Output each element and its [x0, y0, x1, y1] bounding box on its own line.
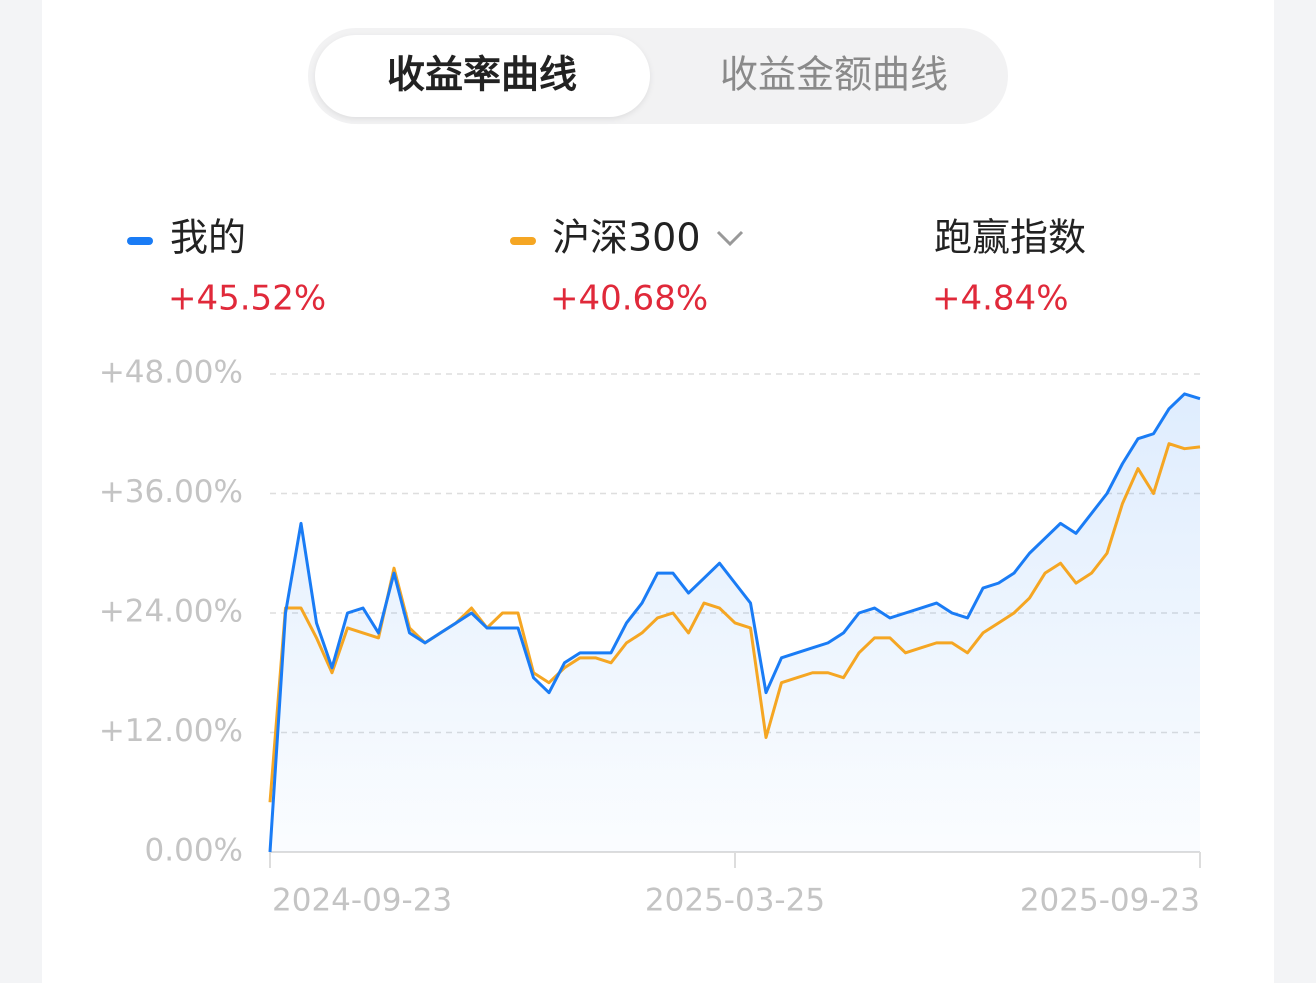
legend-swatch: [127, 237, 153, 245]
x-tick-label: 2025-09-23: [1020, 883, 1200, 919]
return-value: +45.52%: [168, 279, 326, 319]
y-tick-label: 0.00%: [145, 833, 243, 869]
outperform-label: 跑赢指数: [934, 216, 1086, 260]
tab[interactable]: 收益金额曲线: [720, 53, 948, 97]
series-line: [268, 392, 1201, 853]
outperform-value: +4.84%: [932, 279, 1069, 319]
x-tick-label: 2024-09-23: [272, 883, 452, 919]
return-value: +40.68%: [550, 279, 708, 319]
tab[interactable]: 收益率曲线: [387, 53, 577, 97]
x-tick-label: 2025-03-25: [645, 883, 825, 919]
y-tick-label: +12.00%: [99, 713, 243, 749]
dropdown-chevron[interactable]: [716, 230, 744, 247]
plot: 0.00% +12.00% +24.00% +36.00% +48.00% 2024-09…: [99, 355, 1201, 919]
legend-label[interactable]: 沪深300: [552, 216, 701, 260]
legend-label: 我的: [170, 216, 246, 260]
y-tick-label: +48.00%: [99, 355, 243, 391]
y-tick-label: +36.00%: [99, 474, 243, 510]
legend-swatch: [510, 237, 536, 245]
tab-active-bg[interactable]: [315, 35, 650, 117]
y-tick-label: +24.00%: [99, 594, 243, 630]
